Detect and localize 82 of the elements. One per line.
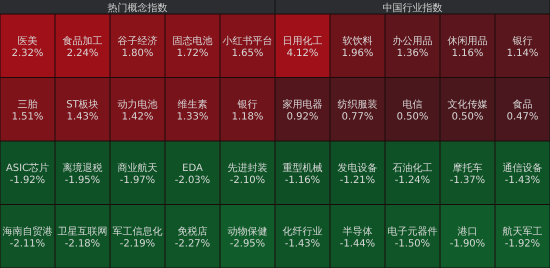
data-label: 0.77%: [342, 111, 374, 122]
data-label: -1.92%: [504, 238, 540, 250]
category-label: 电信: [402, 98, 422, 110]
data-label: -1.50%: [394, 238, 430, 250]
data-label: -1.92%: [10, 174, 46, 186]
data-label: 4.12%: [286, 48, 318, 59]
category-label: ST板块: [66, 98, 99, 110]
category-label: 维生素: [178, 98, 208, 110]
category-label: 动力电池: [118, 98, 158, 110]
data-label: -1.97%: [120, 174, 156, 186]
data-label: 1.18%: [232, 111, 264, 122]
category-label: 卫星互联网: [58, 225, 108, 238]
data-label: -2.19%: [120, 238, 156, 250]
data-label: 1.65%: [232, 48, 264, 59]
category-label: 银行: [236, 99, 258, 110]
category-label: 动物保健: [228, 226, 268, 238]
data-label: -1.24%: [394, 174, 430, 186]
text: 热门概念指数: [108, 2, 168, 14]
category-label: 日用化工: [282, 34, 322, 47]
data-label: -1.43%: [284, 238, 320, 250]
category-label: 医美: [18, 34, 38, 47]
category-label: 食品: [512, 98, 532, 110]
category-label: 离境退税: [62, 162, 102, 174]
data-label: -2.11%: [10, 238, 46, 250]
data-label: 1.51%: [12, 111, 44, 122]
data-label: -1.16%: [284, 174, 320, 186]
data-label: -2.10%: [230, 174, 266, 186]
category-label: 电子元器件: [388, 225, 438, 238]
category-label: 化纤行业: [282, 225, 322, 238]
data-label: -1.95%: [64, 174, 100, 186]
category-label: 通信设备: [502, 162, 542, 174]
category-label: EDA: [182, 162, 203, 174]
data-label: 0.50%: [396, 111, 428, 122]
category-label: 软饮料: [342, 34, 372, 47]
category-label: 先进封装: [228, 162, 268, 174]
data-label: 1.16%: [452, 48, 484, 59]
data-label: 1.96%: [342, 48, 374, 59]
category-label: 三胎: [18, 98, 38, 110]
data-label: 1.80%: [122, 48, 154, 59]
category-label: 免税店: [178, 225, 208, 238]
category-label: 纺织服装: [338, 98, 378, 110]
data-label: -1.21%: [340, 174, 376, 186]
category-label: 石油化工: [392, 162, 432, 174]
category-label: 重型机械: [282, 162, 322, 174]
category-label: 商业航天: [118, 162, 158, 174]
category-label: 小红书平台: [222, 34, 272, 47]
category-label: 家用电器: [282, 98, 322, 110]
data-label: 1.33%: [176, 111, 208, 122]
data-label: 1.43%: [66, 111, 98, 122]
data-label: 0.50%: [452, 111, 484, 122]
category-label: 谷子经济: [118, 34, 158, 47]
category-label: ASIC芯片: [6, 162, 50, 174]
data-label: -2.95%: [230, 238, 266, 250]
category-label: 港口: [458, 225, 478, 238]
category-label: 休闲用品: [448, 34, 488, 47]
data-label: -2.18%: [64, 238, 100, 250]
data-label: -1.37%: [450, 174, 486, 186]
text: 中国行业指数: [382, 2, 442, 14]
category-label: 文化传媒: [448, 98, 488, 110]
data-label: 2.32%: [12, 48, 44, 59]
data-label: 1.72%: [176, 48, 208, 59]
data-label: 1.42%: [122, 111, 154, 122]
data-label: 2.24%: [66, 48, 98, 59]
category-label: 办公用品: [392, 34, 432, 47]
data-label: 0.92%: [286, 111, 318, 122]
category-label: 固态电池: [172, 34, 212, 47]
data-label: -1.90%: [450, 238, 486, 250]
data-label: -1.44%: [340, 238, 376, 250]
category-label: 银行: [512, 36, 532, 47]
category-label: 发电设备: [338, 162, 378, 174]
data-label: -1.43%: [504, 174, 540, 186]
data-label: 1.14%: [506, 48, 538, 59]
category-label: 摩托车: [452, 162, 482, 174]
category-label: 食品加工: [62, 34, 102, 47]
category-label: 航天军工: [502, 225, 542, 238]
data-label: -2.03%: [174, 174, 210, 186]
category-label: 海南自贸港: [2, 225, 52, 238]
category-label: 军工信息化: [112, 225, 162, 238]
data-label: -2.27%: [174, 238, 210, 250]
data-label: 1.36%: [396, 48, 428, 59]
data-label: 0.47%: [506, 111, 538, 122]
category-label: 半导体: [342, 225, 372, 238]
